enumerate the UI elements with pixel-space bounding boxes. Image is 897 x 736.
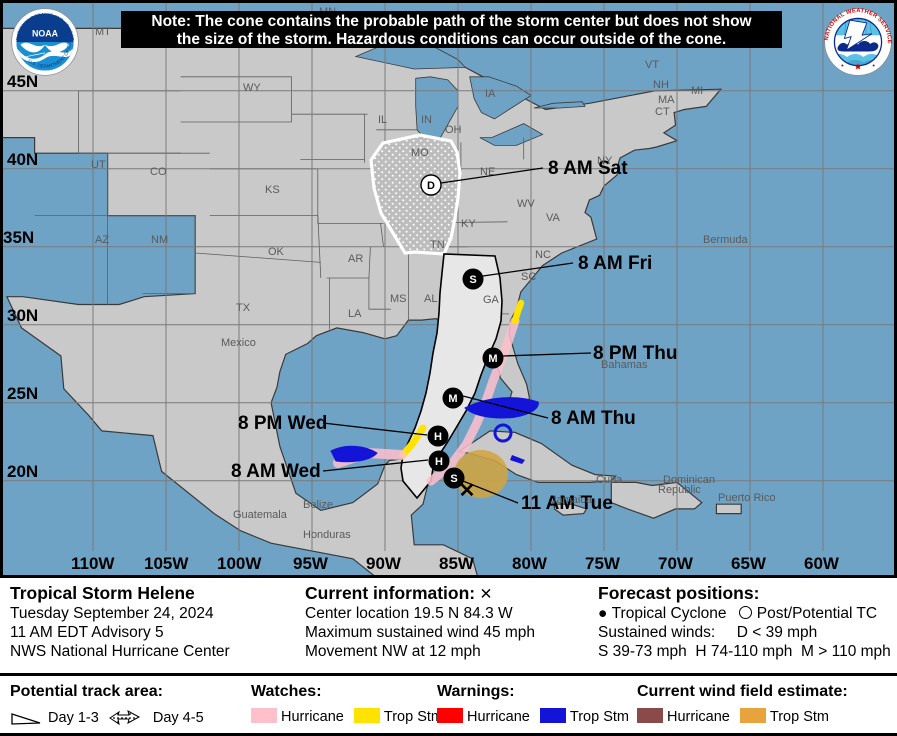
svg-text:35N: 35N — [3, 228, 34, 247]
svg-text:Mexico: Mexico — [221, 337, 256, 349]
svg-text:8 AM Wed: 8 AM Wed — [231, 461, 321, 482]
svg-text:40N: 40N — [7, 150, 38, 169]
svg-text:Bahamas: Bahamas — [601, 359, 648, 371]
svg-text:AR: AR — [348, 253, 363, 265]
svg-text:Belize: Belize — [303, 499, 333, 511]
svg-text:AZ: AZ — [95, 234, 109, 246]
svg-text:UT: UT — [91, 159, 106, 171]
svg-text:IL: IL — [378, 114, 387, 126]
svg-text:SC: SC — [521, 271, 536, 283]
svg-text:100W: 100W — [217, 554, 262, 573]
svg-text:Guatemala: Guatemala — [233, 509, 288, 521]
svg-text:85W: 85W — [439, 554, 475, 573]
svg-text:GA: GA — [483, 294, 500, 306]
svg-text:90W: 90W — [366, 554, 402, 573]
svg-text:MO: MO — [411, 147, 429, 159]
svg-text:VA: VA — [546, 212, 561, 224]
svg-text:IN: IN — [421, 114, 432, 126]
svg-text:Bermuda: Bermuda — [703, 234, 749, 246]
svg-text:M: M — [488, 353, 497, 365]
svg-text:TX: TX — [236, 302, 251, 314]
svg-text:KY: KY — [461, 218, 476, 230]
svg-text:NE: NE — [480, 166, 495, 178]
svg-text:8 PM Wed: 8 PM Wed — [238, 413, 327, 434]
svg-text:MT: MT — [95, 26, 111, 38]
svg-text:H: H — [435, 456, 443, 468]
svg-text:75W: 75W — [585, 554, 621, 573]
svg-text:CO: CO — [150, 166, 167, 178]
svg-text:LA: LA — [348, 308, 362, 320]
svg-text:8 AM Fri: 8 AM Fri — [578, 253, 652, 274]
svg-text:8 AM Thu: 8 AM Thu — [551, 408, 636, 429]
svg-text:D: D — [427, 180, 435, 192]
svg-text:WY: WY — [243, 82, 261, 94]
svg-text:H: H — [434, 431, 442, 443]
svg-text:NY: NY — [597, 155, 613, 167]
svg-text:Puerto Rico: Puerto Rico — [718, 492, 775, 504]
svg-text:NOAA: NOAA — [32, 29, 59, 39]
svg-text:AL: AL — [424, 293, 437, 305]
svg-text:Republic: Republic — [658, 484, 701, 496]
svg-text:70W: 70W — [658, 554, 694, 573]
svg-text:IA: IA — [485, 88, 496, 100]
svg-text:NM: NM — [151, 234, 168, 246]
svg-text:WV: WV — [517, 198, 535, 210]
svg-text:110W: 110W — [71, 554, 115, 573]
svg-text:S: S — [450, 473, 457, 485]
svg-text:105W: 105W — [144, 554, 189, 573]
svg-text:OH: OH — [445, 124, 462, 136]
svg-text:95W: 95W — [293, 554, 329, 573]
svg-text:8 AM Sat: 8 AM Sat — [548, 158, 628, 179]
svg-text:60W: 60W — [804, 554, 840, 573]
svg-text:NH: NH — [653, 79, 669, 91]
svg-text:Honduras: Honduras — [303, 529, 351, 541]
svg-text:KS: KS — [265, 184, 280, 196]
svg-text:NC: NC — [535, 249, 551, 261]
svg-text:MI: MI — [691, 85, 703, 97]
svg-text:25N: 25N — [7, 384, 38, 403]
svg-text:MA: MA — [658, 94, 675, 106]
svg-text:Cuba: Cuba — [596, 474, 623, 486]
svg-text:TN: TN — [430, 239, 445, 251]
svg-text:MS: MS — [390, 293, 407, 305]
svg-text:VT: VT — [645, 59, 659, 71]
svg-text:20N: 20N — [7, 462, 38, 481]
svg-text:80W: 80W — [512, 554, 548, 573]
svg-text:Jamaica: Jamaica — [551, 494, 593, 506]
svg-text:CT: CT — [655, 106, 670, 118]
svg-text:30N: 30N — [7, 306, 38, 325]
svg-text:65W: 65W — [731, 554, 767, 573]
svg-text:OK: OK — [268, 246, 285, 258]
svg-text:S: S — [469, 274, 476, 286]
svg-text:M: M — [448, 393, 457, 405]
